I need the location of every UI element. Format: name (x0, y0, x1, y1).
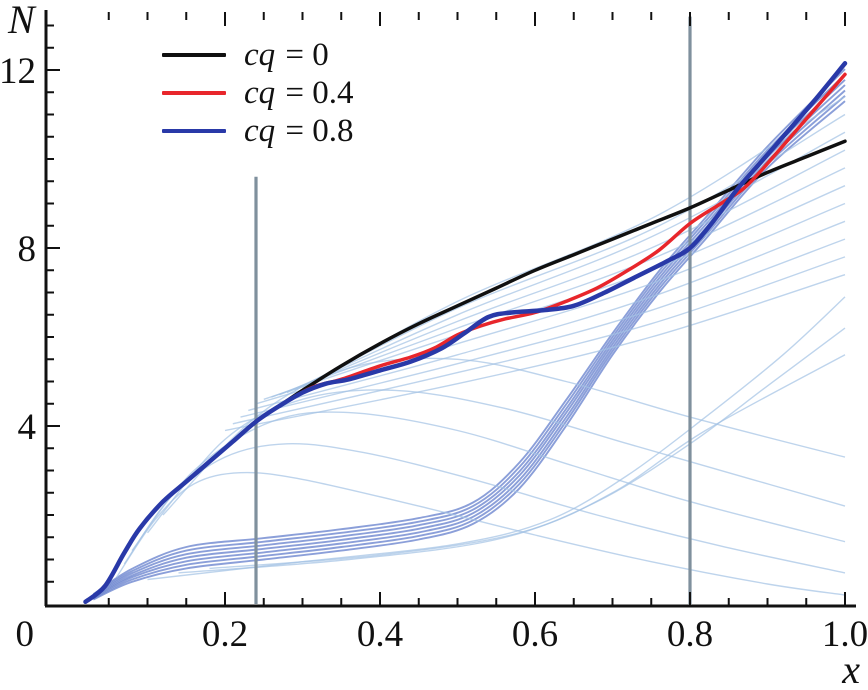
family-curve (92, 84, 846, 598)
vertical-guides (254, 16, 692, 604)
legend-line-sample-cq08 (162, 129, 226, 133)
legend-item-cq04: cq = 0.4 (162, 75, 354, 111)
series-cq-0-4 (277, 72, 847, 408)
family-curve (146, 389, 846, 534)
background-curve-family (92, 68, 846, 601)
legend-item-cq08: cq = 0.8 (162, 113, 354, 149)
legend-label-cq0: cq = 0 (244, 37, 329, 74)
family-curve (92, 68, 846, 595)
legend-label-cq08: cq = 0.8 (244, 113, 354, 150)
legend-item-cq0: cq = 0 (162, 37, 354, 73)
legend-value: = 0 (277, 36, 329, 73)
legend-var: cq (244, 36, 276, 73)
y-tick-label: 8 (18, 229, 37, 270)
legend-var: cq (244, 74, 276, 111)
family-curve (279, 149, 846, 396)
series-cq-0-8 (83, 61, 848, 605)
family-curve (232, 256, 846, 425)
legend-value: = 0.8 (277, 112, 354, 149)
family-curve (248, 220, 846, 412)
y-axis-label: N (8, 0, 35, 42)
tick-labels: 0.2 0.4 0.6 0.8 1.0 4 8 12 0 (0, 51, 868, 655)
family-curve (263, 185, 846, 400)
legend: cq = 0 cq = 0.4 cq = 0.8 (162, 37, 354, 149)
family-curve (92, 100, 846, 601)
family-curve (92, 73, 846, 596)
x-tick-label: 1.0 (822, 614, 868, 655)
family-curve (286, 131, 846, 394)
legend-label-cq04: cq = 0.4 (244, 75, 354, 112)
axes (44, 10, 856, 608)
family-curve (123, 443, 846, 574)
family-curve (115, 471, 846, 596)
x-tick-label: 0.8 (667, 614, 713, 655)
x-tick-label: 0.6 (512, 614, 558, 655)
x-axis-label: x (842, 647, 860, 690)
legend-line-sample-cq04 (162, 91, 226, 95)
family-curve (147, 296, 846, 581)
family-curve (92, 79, 846, 597)
family-curve (240, 238, 846, 418)
x-tick-label: 0.4 (357, 614, 403, 655)
family-curve (209, 354, 846, 570)
x-tick-label: 0.2 (202, 614, 248, 655)
legend-value: = 0.4 (277, 74, 354, 111)
y-tick-label: 12 (0, 51, 36, 92)
legend-line-sample-cq0 (162, 53, 226, 57)
origin-tick-label: 0 (16, 614, 35, 655)
series-group (83, 61, 848, 605)
y-tick-label: 4 (18, 407, 37, 448)
family-curve (224, 274, 846, 432)
series-cq-0 (277, 139, 847, 408)
legend-var: cq (244, 112, 276, 149)
